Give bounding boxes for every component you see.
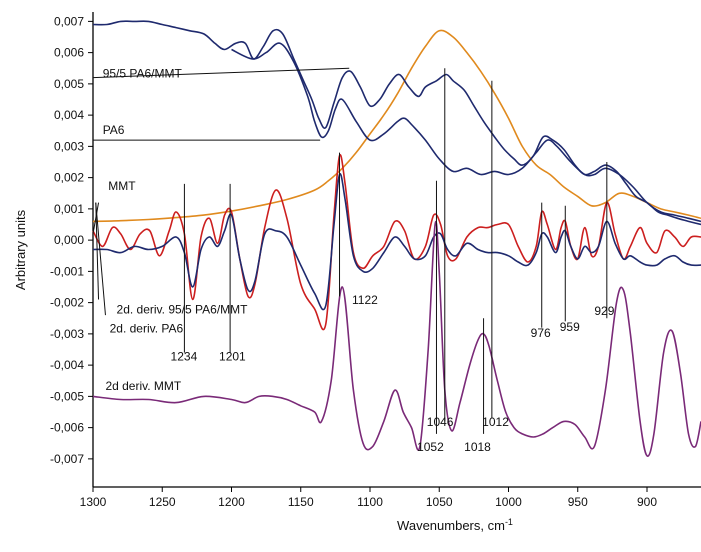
y-tick-label: -0,005 bbox=[50, 389, 84, 403]
annotation-label: 1201 bbox=[219, 349, 246, 363]
y-tick-label: -0,006 bbox=[50, 421, 84, 435]
x-tick-label: 1250 bbox=[149, 495, 176, 509]
y-axis-title: Arbitrary units bbox=[13, 209, 28, 290]
x-tick-label: 950 bbox=[568, 495, 588, 509]
series-line-pa6-mmt bbox=[92, 20, 701, 226]
x-tick-label: 1100 bbox=[357, 495, 383, 509]
x-axis-ticks: 1300 1250 1200 1150 1100 1050 1000 950 900 bbox=[80, 487, 657, 509]
annotation-label: 2d deriv. MMT bbox=[105, 379, 181, 393]
y-tick-label: -0,001 bbox=[50, 264, 84, 278]
annotation-label: 1052 bbox=[417, 440, 444, 454]
y-axis-ticks: 0,007 0,006 0,005 0,004 0,003 0,002 0,001 0,000… bbox=[50, 14, 93, 466]
y-tick-label: 0,000 bbox=[54, 233, 84, 247]
annotation-label: 1012 bbox=[482, 415, 509, 429]
x-tick-label: 1300 bbox=[80, 495, 107, 509]
annotation-label: 1234 bbox=[171, 349, 198, 363]
peak-marker-layer bbox=[183, 68, 608, 434]
annotation-label: 95/5 PA6/MMT bbox=[103, 67, 183, 81]
y-tick-label: -0,003 bbox=[50, 327, 84, 341]
y-tick-label: 0,003 bbox=[54, 139, 84, 153]
annotation-label: 1122 bbox=[352, 293, 378, 307]
x-axis-title: Wavenumbers, cm-1 bbox=[397, 517, 513, 533]
leader-line-layer bbox=[92, 67, 350, 316]
x-tick-label: 900 bbox=[637, 495, 657, 509]
y-tick-label: -0,002 bbox=[50, 296, 84, 310]
annotation-label: 1046 bbox=[427, 415, 454, 429]
series-line-pa6 bbox=[231, 42, 701, 223]
y-tick-label: 0,006 bbox=[54, 46, 84, 60]
annotation-label: 2d. deriv. PA6 bbox=[110, 321, 184, 335]
y-tick-label: -0,004 bbox=[50, 358, 84, 372]
series-line-d2-mmt bbox=[92, 220, 701, 457]
series-layer bbox=[92, 20, 701, 457]
x-axis-title-text: Wavenumbers, cm bbox=[397, 518, 505, 533]
annotation-layer: 95/5 PA6/MMT PA6 MMT 1122 2d. deriv. 95/5 PA… bbox=[103, 67, 615, 454]
x-tick-label: 1000 bbox=[495, 495, 522, 509]
y-tick-label: 0,005 bbox=[54, 77, 84, 91]
x-tick-label: 1050 bbox=[426, 495, 453, 509]
annotation-label: 1018 bbox=[464, 440, 491, 454]
x-tick-label: 1200 bbox=[218, 495, 245, 509]
annotation-label: 929 bbox=[594, 304, 614, 318]
annotation-label: 976 bbox=[531, 326, 551, 340]
annotation-label: MMT bbox=[108, 179, 136, 193]
y-tick-label: 0,001 bbox=[54, 202, 84, 216]
y-tick-label: -0,007 bbox=[50, 452, 84, 466]
leader-line bbox=[92, 67, 350, 79]
leader-line bbox=[95, 202, 100, 300]
annotation-label: PA6 bbox=[103, 123, 125, 137]
y-tick-label: 0,002 bbox=[54, 171, 84, 185]
annotation-label: 959 bbox=[560, 320, 580, 334]
annotation-label: 2d. deriv. 95/5 PA6/MMT bbox=[117, 303, 249, 317]
x-tick-label: 1150 bbox=[288, 495, 314, 509]
y-tick-label: 0,004 bbox=[54, 108, 84, 122]
x-axis-title-unit-superscript: -1 bbox=[505, 517, 513, 527]
series-line-mmt bbox=[92, 29, 701, 223]
series-line-d2-pa6 bbox=[92, 173, 701, 311]
leader-line bbox=[95, 202, 106, 316]
y-tick-label: 0,007 bbox=[54, 14, 84, 28]
